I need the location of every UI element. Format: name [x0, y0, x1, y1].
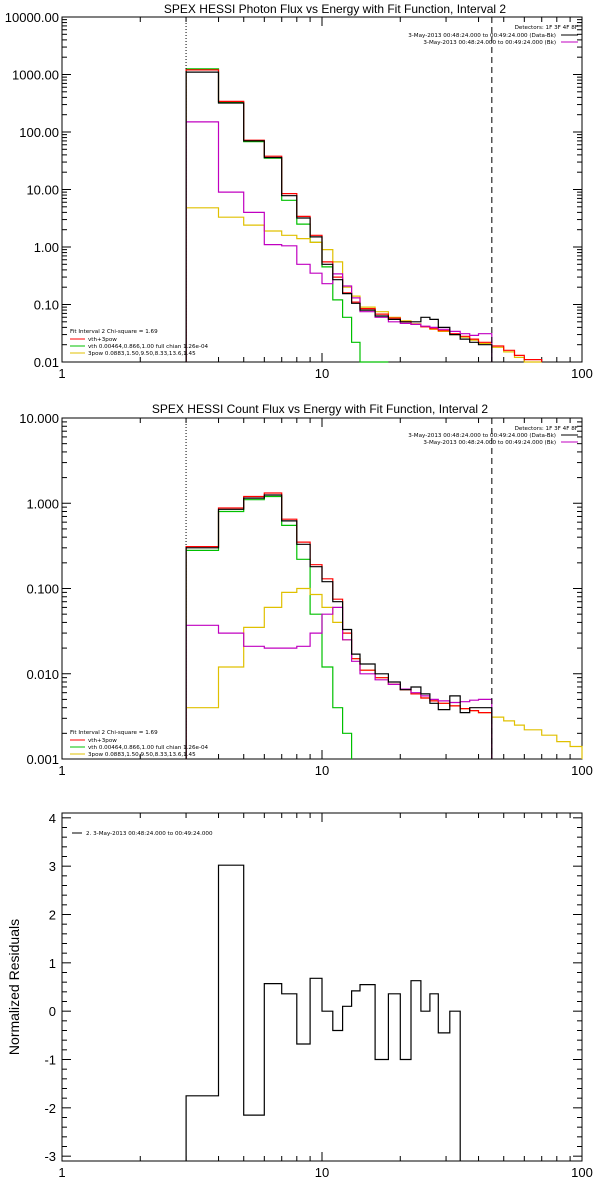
count-flux-series-data-bk: [185, 494, 493, 759]
count-flux-fit-header: Fit Interval 2 Chi-square = 1.69: [70, 730, 158, 736]
photon-flux-x-tick-label: 1: [58, 366, 65, 381]
photon-flux-detectors: Detectors: 1F 3F 4F 8F: [515, 25, 578, 31]
residuals-y-tick-label: 1: [49, 956, 56, 971]
photon-flux-series-3pow: [185, 207, 542, 363]
photon-flux-plot-frame: [61, 16, 583, 363]
residuals-legend-label: 2. 3-May-2013 00:48:24.000 to 00:49:24.0…: [86, 831, 213, 837]
photon-flux-series: [185, 68, 543, 363]
residuals-y-tick-label: 0: [49, 1004, 56, 1019]
count-flux-y-tick-label: 0.001: [26, 752, 59, 767]
photon-flux-chart: SPEX HESSI Photon Flux vs Energy with Fi…: [5, 2, 593, 381]
residuals-y-tick-label: -2: [44, 1101, 56, 1116]
count-flux-x-tick-label: 100: [571, 763, 593, 778]
photon-flux-y-tick-label: 0.10: [34, 298, 59, 313]
residuals-y-tick-label: -3: [44, 1149, 56, 1164]
count-flux-plot-frame: [61, 417, 583, 760]
photon-flux-fit-vth: vth 0.00464,0.866,1.00 full chian 1.26e-…: [88, 344, 209, 350]
photon-flux-fit-total: vth+3pow: [88, 337, 117, 343]
photon-flux-legend-bk: 3-May-2013 00:48:24.000 to 00:49:24.000 …: [423, 40, 556, 46]
count-flux-legend-right: 3-May-2013 00:48:24.000 to 00:49:24.000 …: [408, 433, 578, 446]
photon-flux-legend-data: 3-May-2013 00:48:24.000 to 00:49:24.000 …: [408, 33, 556, 39]
residuals-y-tick-label: 4: [49, 811, 56, 826]
count-flux-series-bk: [185, 606, 493, 759]
photon-flux-fit-legend: Fit Interval 2 Chi-square = 1.69 vth+3po…: [70, 329, 209, 357]
photon-flux-y-tick-label: 10.00: [26, 183, 59, 198]
photon-flux-x-tick-label: 10: [315, 366, 329, 381]
count-flux-fit-legend: Fit Interval 2 Chi-square = 1.69 vth+3po…: [70, 730, 209, 758]
count-flux-y-tick-label: 10.000: [19, 411, 59, 426]
photon-flux-y-tick-label: 1.00: [34, 240, 59, 255]
count-flux-chart: SPEX HESSI Count Flux vs Energy with Fit…: [19, 402, 593, 778]
residuals-series-2-3-may-2013-00-48-24-000-to-00-49-24-000: [185, 864, 461, 1161]
count-flux-y-tick-label: 0.100: [26, 582, 59, 597]
residuals-series: [185, 864, 461, 1161]
count-flux-x-tick-label: 10: [315, 763, 329, 778]
photon-flux-energy-range-lines: [185, 17, 493, 362]
count-flux-series: [185, 492, 583, 759]
count-flux-legend-bk: 3-May-2013 00:48:24.000 to 00:49:24.000 …: [423, 440, 556, 446]
count-flux-legend-data: 3-May-2013 00:48:24.000 to 00:49:24.000 …: [408, 433, 556, 439]
residuals-x-tick-label: 1: [58, 1165, 65, 1180]
residuals-x-tick-label: 100: [571, 1165, 593, 1180]
count-flux-series-vth: [185, 495, 353, 759]
residuals-legend: 2. 3-May-2013 00:48:24.000 to 00:49:24.0…: [72, 831, 213, 837]
count-flux-fit-total: vth+3pow: [88, 738, 117, 744]
photon-flux-series-vth-3pow: [185, 69, 543, 362]
photon-flux-title: SPEX HESSI Photon Flux vs Energy with Fi…: [164, 2, 506, 16]
residuals-y-tick-label: -1: [44, 1053, 56, 1068]
count-flux-axis-ticks: 1 10 100 0.001 0.010 0.100 1.000 10.000: [19, 411, 593, 778]
count-flux-fit-pow: 3pow 0.0883,1.50,9.50,8.33,13.6,1.45: [88, 752, 196, 758]
residuals-y-tick-label: 3: [49, 859, 56, 874]
residuals-y-tick-label: 2: [49, 908, 56, 923]
photon-flux-legend-right: 3-May-2013 00:48:24.000 to 00:49:24.000 …: [408, 33, 578, 46]
photon-flux-y-tick-label: 10000.00: [5, 10, 59, 25]
count-flux-title: SPEX HESSI Count Flux vs Energy with Fit…: [152, 402, 488, 416]
count-flux-y-tick-label: 0.010: [26, 667, 59, 682]
count-flux-y-tick-label: 1.000: [26, 496, 59, 511]
photon-flux-fit-pow: 3pow 0.0883,1.50,9.50,8.33,13.6,1.45: [88, 351, 196, 357]
count-flux-detectors: Detectors: 1F 3F 4F 8F: [515, 426, 578, 432]
count-flux-series-vth-3pow: [185, 492, 493, 759]
photon-flux-axis-ticks: 1 10 100 0.01 0.10 1.00 10.00 100.00 1000.00 1000…: [5, 10, 593, 381]
photon-flux-y-tick-label: 1000.00: [12, 68, 59, 83]
count-flux-x-tick-label: 1: [58, 763, 65, 778]
residuals-axis-ticks: 1 10 100 -3 -2 -1 0 1 2 3 4: [44, 811, 592, 1180]
residuals-x-tick-label: 10: [315, 1165, 329, 1180]
photon-flux-series-bk: [185, 121, 493, 362]
photon-flux-y-tick-label: 0.01: [34, 355, 59, 370]
photon-flux-x-tick-label: 100: [571, 366, 593, 381]
photon-flux-series-vth: [185, 68, 389, 363]
count-flux-fit-vth: vth 0.00464,0.866,1.00 full chian 1.26e-…: [88, 745, 209, 751]
photon-flux-y-tick-label: 100.00: [19, 125, 59, 140]
photon-flux-series-data-bk: [185, 71, 493, 362]
residuals-y-axis-label: Normalized Residuals: [6, 919, 22, 1055]
photon-flux-fit-header: Fit Interval 2 Chi-square = 1.69: [70, 329, 158, 335]
count-flux-energy-range-lines: [185, 418, 493, 759]
residuals-chart: 1 10 100 -3 -2 -1 0 1 2 3 4 Normalized Residuals 2…: [6, 811, 593, 1180]
